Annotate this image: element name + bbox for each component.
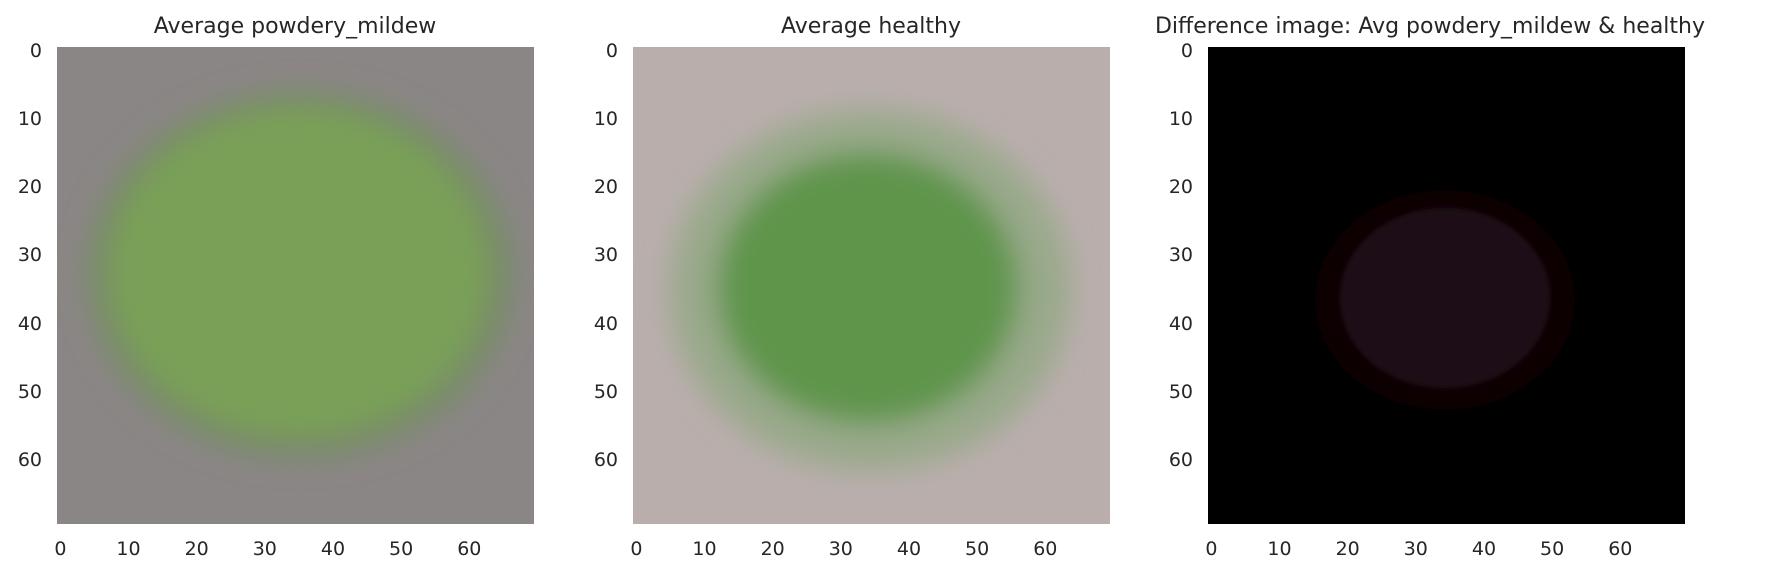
x-tick-label: 60 bbox=[457, 538, 481, 560]
x-tick-label: 40 bbox=[321, 538, 345, 560]
x-tick-label: 40 bbox=[897, 538, 921, 560]
x-tick-label: 0 bbox=[630, 538, 642, 560]
x-tick-label: 20 bbox=[761, 538, 785, 560]
y-tick-label: 10 bbox=[594, 108, 618, 130]
y-tick-label: 30 bbox=[594, 244, 618, 266]
x-tick-label: 30 bbox=[1404, 538, 1428, 560]
y-tick-label: 50 bbox=[18, 381, 42, 403]
image-area bbox=[57, 47, 534, 524]
y-tick-label: 10 bbox=[18, 108, 42, 130]
y-tick-label: 40 bbox=[594, 313, 618, 335]
y-tick-label: 40 bbox=[1169, 313, 1193, 335]
leaf-blob bbox=[718, 153, 1018, 423]
y-axis: 0 10 20 30 40 50 60 bbox=[594, 40, 618, 471]
y-tick-label: 20 bbox=[1169, 176, 1193, 198]
y-tick-label: 60 bbox=[594, 449, 618, 471]
x-axis: 0 10 20 30 40 50 60 bbox=[54, 538, 481, 560]
x-tick-label: 60 bbox=[1608, 538, 1632, 560]
x-tick-label: 20 bbox=[1336, 538, 1360, 560]
panel-average-healthy: Average healthy 0 10 20 30 40 50 60 0 10… bbox=[594, 14, 1110, 560]
image-area bbox=[633, 47, 1110, 524]
x-tick-label: 10 bbox=[1267, 538, 1291, 560]
x-tick-label: 30 bbox=[829, 538, 853, 560]
y-tick-label: 30 bbox=[18, 244, 42, 266]
y-tick-label: 0 bbox=[30, 40, 42, 62]
x-tick-label: 0 bbox=[54, 538, 66, 560]
x-tick-label: 0 bbox=[1205, 538, 1217, 560]
y-tick-label: 0 bbox=[1181, 40, 1193, 62]
leaf-blob bbox=[108, 107, 488, 437]
x-axis: 0 10 20 30 40 50 60 bbox=[630, 538, 1057, 560]
y-tick-label: 10 bbox=[1169, 108, 1193, 130]
y-tick-label: 20 bbox=[18, 176, 42, 198]
x-tick-label: 40 bbox=[1472, 538, 1496, 560]
panel-average-powdery-mildew: Average powdery_mildew 0 10 20 30 40 50 … bbox=[18, 14, 534, 560]
y-tick-label: 30 bbox=[1169, 244, 1193, 266]
panel-difference-image: Difference image: Avg powdery_mildew & h… bbox=[1155, 14, 1705, 560]
y-tick-label: 50 bbox=[594, 381, 618, 403]
x-tick-label: 50 bbox=[389, 538, 413, 560]
y-tick-label: 60 bbox=[18, 449, 42, 471]
y-tick-label: 40 bbox=[18, 313, 42, 335]
panel-title: Average healthy bbox=[781, 14, 961, 39]
y-tick-label: 60 bbox=[1169, 449, 1193, 471]
x-tick-label: 20 bbox=[185, 538, 209, 560]
panel-title: Average powdery_mildew bbox=[154, 14, 436, 39]
y-tick-label: 50 bbox=[1169, 381, 1193, 403]
y-tick-label: 20 bbox=[594, 176, 618, 198]
x-tick-label: 30 bbox=[253, 538, 277, 560]
x-tick-label: 50 bbox=[965, 538, 989, 560]
y-tick-label: 0 bbox=[606, 40, 618, 62]
x-tick-label: 10 bbox=[692, 538, 716, 560]
panel-title: Difference image: Avg powdery_mildew & h… bbox=[1155, 14, 1705, 39]
x-tick-label: 50 bbox=[1540, 538, 1564, 560]
x-axis: 0 10 20 30 40 50 60 bbox=[1205, 538, 1632, 560]
y-axis: 0 10 20 30 40 50 60 bbox=[1169, 40, 1193, 471]
diff-blob bbox=[1340, 208, 1550, 388]
y-axis: 0 10 20 30 40 50 60 bbox=[18, 40, 42, 471]
x-tick-label: 10 bbox=[116, 538, 140, 560]
image-area bbox=[1208, 47, 1685, 524]
x-tick-label: 60 bbox=[1033, 538, 1057, 560]
